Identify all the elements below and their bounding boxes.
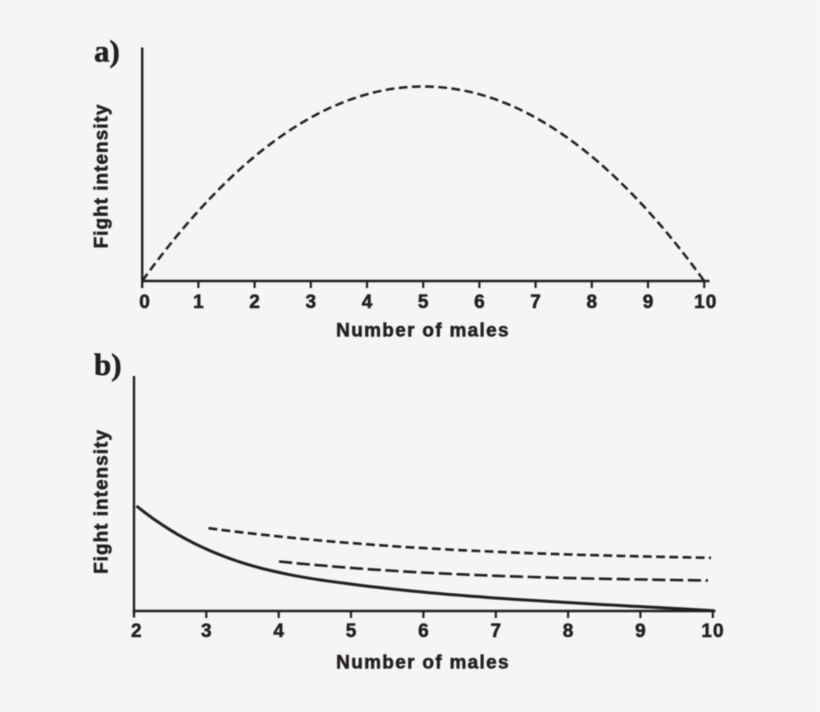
svg-text:4: 4 <box>273 621 284 642</box>
svg-text:Fight intensity: Fight intensity <box>92 429 113 574</box>
svg-text:4: 4 <box>362 292 373 313</box>
svg-text:0: 0 <box>139 292 150 313</box>
svg-text:9: 9 <box>643 292 654 313</box>
svg-text:3: 3 <box>306 292 317 313</box>
svg-text:5: 5 <box>346 621 357 642</box>
svg-text:8: 8 <box>587 292 598 313</box>
svg-text:Number of males: Number of males <box>336 653 510 674</box>
svg-text:10: 10 <box>701 621 724 642</box>
svg-text:6: 6 <box>418 621 429 642</box>
svg-text:9: 9 <box>635 621 646 642</box>
svg-text:b): b) <box>94 347 122 382</box>
svg-text:a): a) <box>94 34 120 69</box>
svg-text:2: 2 <box>131 621 142 642</box>
svg-text:7: 7 <box>530 292 541 313</box>
svg-text:2: 2 <box>249 292 260 313</box>
svg-text:Number of males: Number of males <box>336 321 510 342</box>
svg-text:Fight intensity: Fight intensity <box>92 104 113 249</box>
svg-text:10: 10 <box>694 292 717 313</box>
svg-text:6: 6 <box>474 292 485 313</box>
svg-text:7: 7 <box>491 621 502 642</box>
svg-text:8: 8 <box>563 621 574 642</box>
svg-text:5: 5 <box>418 292 429 313</box>
svg-text:3: 3 <box>201 621 212 642</box>
svg-text:1: 1 <box>193 292 204 313</box>
